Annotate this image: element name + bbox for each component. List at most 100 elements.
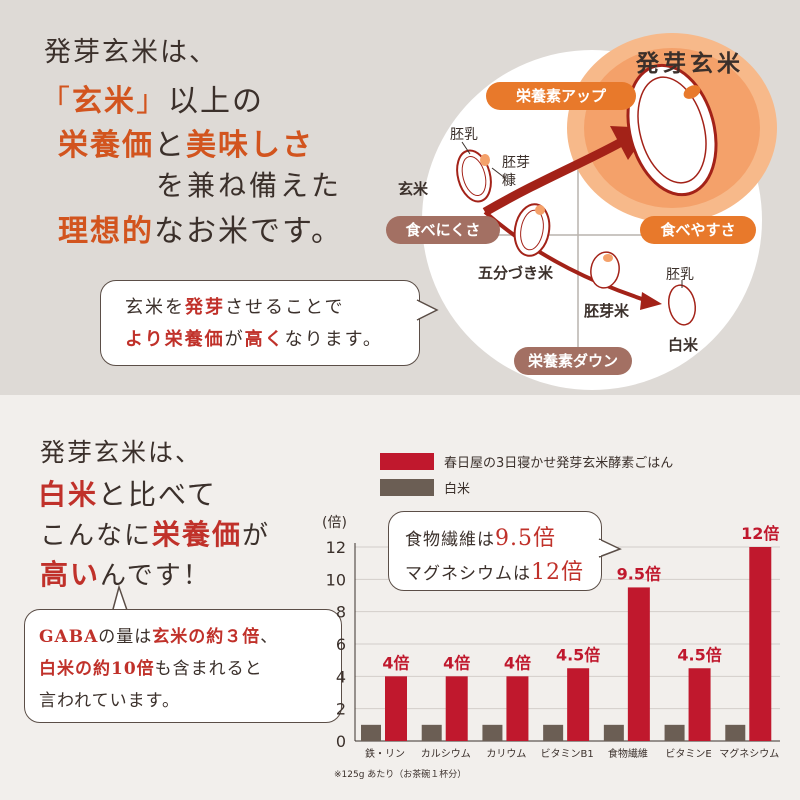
top-bubble-line1: 玄米を発芽させることで [125, 293, 344, 319]
leader-haiga [491, 167, 506, 179]
gaba-line3: 言われています。 [39, 691, 180, 711]
bar-value-label: 4倍 [504, 653, 531, 672]
top-lead: 発芽玄米は、 [44, 30, 218, 69]
line2-rest: 以上の [168, 84, 264, 119]
gaba-bubble-tail [111, 585, 129, 614]
pill-tabeyasusa: 食べやすさ [640, 216, 756, 244]
top-bubble-tail [415, 299, 439, 321]
down-arrow-head [640, 292, 662, 310]
genmai-grain-icon [456, 149, 492, 203]
top-section: 発芽玄米は、 「玄米」以上の 栄養価と美味しさ を兼ね備えた 理想的なお米です。… [0, 0, 800, 395]
x-tick-label: 食物繊維 [608, 747, 648, 760]
gaba-hakumai10: 白米の約10倍 [39, 659, 155, 679]
bottom-konnani: こんなに [40, 521, 153, 551]
bubble-hatsuga: 発芽 [185, 297, 225, 318]
bar-value-label: 4倍 [382, 653, 409, 672]
note-fiber-value: 9.5倍 [495, 526, 556, 551]
gaba-line1: GABAの量は玄米の約３倍、 [39, 622, 278, 647]
diagram-title: 発芽玄米 [636, 51, 744, 77]
y-tick-label: 10 [326, 570, 346, 589]
bottom-lead1-text: 発芽玄米は、 [40, 438, 203, 467]
bar-value-label: 4倍 [443, 653, 470, 672]
pill-tabenikusa: 食べにくさ [386, 216, 500, 244]
label-hakumai: 白米 [668, 336, 699, 354]
note-mg-label: マグネシウムは [405, 564, 531, 584]
gaba-no-ryou: の量は [98, 627, 153, 647]
bottom-ga: が [242, 521, 271, 551]
bar-value-label: 4.5倍 [556, 645, 600, 664]
legend-swatch-hakumai [380, 479, 434, 496]
gobu-grain-icon [513, 203, 551, 257]
label-genmai: 玄米 [398, 180, 429, 198]
pill-eiyou-up: 栄養素アップ [486, 82, 636, 110]
x-tick-label: カルシウム [421, 748, 471, 760]
note-line1: 食物繊維は9.5倍 [405, 520, 556, 552]
bottom-takai: 高い [40, 558, 101, 591]
bottom-lead3: こんなに栄養価が [40, 513, 270, 553]
gaba-word: GABA [39, 627, 99, 647]
leader-hainyu1 [461, 141, 471, 155]
gaba-line2: 白米の約10倍も含まれると [39, 654, 263, 679]
top-lead-text: 発芽玄米は、 [44, 37, 218, 68]
quote-open: 「 [40, 84, 72, 119]
label-hainyu-1: 胚乳 [450, 127, 478, 143]
bottom-lead4: 高いんです！ [40, 553, 211, 593]
bottom-section: 発芽玄米は、 白米 と比べて こんなに栄養価が 高いんです！ GABAの量は玄米の… [0, 395, 800, 800]
label-nuka: 糠 [502, 173, 516, 189]
label-haiga: 胚芽 [502, 155, 530, 171]
x-tick-label: 鉄・リン [365, 747, 405, 760]
bar-hakumai [361, 724, 381, 741]
gaba-genmai3: 玄米の約３倍 [152, 627, 261, 647]
quote-close: 」 [136, 84, 168, 119]
genmai-red: 玄米 [72, 84, 136, 119]
x-tick-label: マグネシウム [719, 747, 779, 760]
bar-value-label: 12倍 [741, 524, 779, 543]
bar-hakumai [664, 724, 685, 741]
bar-value-label: 4.5倍 [677, 645, 721, 664]
y-tick-label: 12 [326, 538, 346, 557]
up-arrow [482, 136, 628, 216]
eiyouka-red: 栄養価 [58, 128, 154, 163]
bar-hatsuga [688, 668, 711, 741]
bar-hakumai [725, 724, 746, 741]
line5-rest: なお米です。 [154, 214, 343, 249]
legend-swatch-hatsuga [380, 453, 434, 470]
bubble-eiyouka: より栄養価 [125, 329, 225, 350]
bar-hatsuga [506, 676, 529, 741]
x-tick-label: ビタミンE [665, 748, 711, 760]
oishisa-red: 美味しさ [186, 128, 314, 163]
hakumai-grain-icon [667, 284, 697, 326]
x-tick-label: カリウム [486, 748, 526, 760]
label-hainyu-2: 胚乳 [666, 267, 694, 283]
bubble-text-b: させることで [225, 297, 345, 318]
bottom-lead2-rest: と比べて [98, 478, 217, 511]
footnote: ※125g あたり（お茶碗１杯分） [334, 770, 467, 780]
label-haigamai: 胚芽米 [584, 302, 630, 320]
gaba-fukumareru: も含まれると [154, 659, 263, 679]
line4-text: を兼ね備えた [156, 169, 343, 202]
top-line2: 「玄米」以上の [40, 76, 264, 120]
bar-hakumai [421, 724, 442, 741]
top-line3: 栄養価と美味しさ [58, 120, 314, 164]
top-bubble: 玄米を発芽させることで より栄養価が高くなります。 [100, 280, 420, 366]
top-line4: を兼ね備えた [156, 164, 342, 204]
bar-hakumai [482, 724, 503, 741]
legend-label-hakumai: 白米 [444, 481, 470, 497]
down-arrow [483, 210, 646, 302]
y-tick-label: 0 [336, 732, 346, 751]
bar-hatsuga [385, 676, 407, 741]
bar-value-label: 9.5倍 [617, 564, 661, 583]
y-tick-label: 2 [336, 700, 346, 719]
gaba-comma: 、 [260, 627, 279, 647]
hatsuga-grain-icon [626, 63, 718, 197]
note-mg-value: 12倍 [531, 560, 584, 585]
y-tick-label: 6 [336, 635, 346, 654]
bar-hatsuga [445, 676, 468, 741]
bottom-lead4-rest: んです！ [100, 561, 211, 591]
y-tick-label: 4 [336, 667, 346, 686]
bubble-takaku: 高く [244, 329, 285, 350]
bubble-ga: が [224, 329, 245, 350]
pill-eiyou-down: 栄養素ダウン [514, 347, 632, 375]
